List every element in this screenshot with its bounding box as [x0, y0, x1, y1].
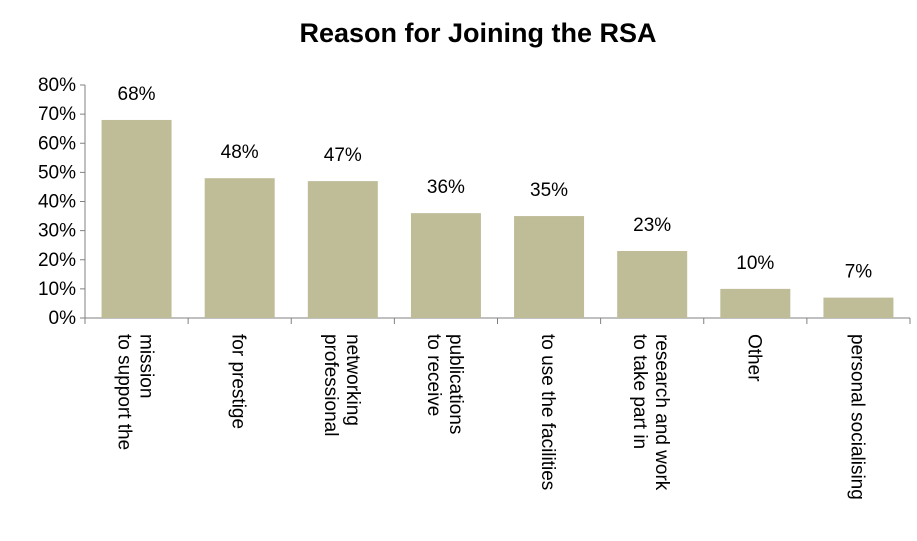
- y-tick-label: 80%: [38, 75, 76, 96]
- bar: [720, 288, 791, 318]
- y-tick-label: 70%: [38, 104, 76, 125]
- y-tick-label: 20%: [38, 250, 76, 271]
- category-label: for prestige: [228, 334, 249, 429]
- data-label: 7%: [845, 262, 873, 283]
- bar: [307, 181, 378, 318]
- category-label: to support the mission: [114, 334, 157, 450]
- category-label-line: research and work: [651, 334, 672, 491]
- category-label: to take part in research and work: [629, 334, 672, 491]
- data-label: 10%: [736, 253, 774, 274]
- category-label-line: networking: [342, 334, 363, 426]
- category-label-line: for prestige: [228, 334, 249, 429]
- y-axis: 0% 10% 20% 30% 40% 50% 60% 70% 80%: [38, 75, 86, 329]
- bar: [617, 251, 688, 318]
- data-label: 35%: [530, 180, 568, 201]
- bar: [101, 119, 172, 318]
- y-tick-label: 50%: [38, 162, 76, 183]
- category-label-line: professional: [320, 334, 341, 436]
- y-tick-label: 0%: [49, 308, 77, 329]
- bars: [101, 119, 894, 318]
- category-labels: to support the mission for prestige profess…: [114, 334, 868, 500]
- x-axis: [84, 317, 911, 324]
- category-label: Other: [743, 334, 764, 382]
- category-label-line: to receive: [423, 334, 444, 416]
- category-label-line: personal socialising: [846, 334, 867, 500]
- chart-title: Reason for Joining the RSA: [299, 18, 656, 48]
- data-label: 36%: [427, 177, 465, 198]
- category-label-line: mission: [136, 334, 157, 398]
- category-label-line: publications: [445, 334, 466, 434]
- bar: [410, 213, 481, 318]
- category-label: to receive publications: [423, 334, 466, 434]
- bar: [823, 297, 894, 318]
- y-tick-label: 30%: [38, 221, 76, 242]
- data-label: 68%: [118, 84, 156, 105]
- data-label: 23%: [633, 215, 671, 236]
- category-label-line: to use the facilities: [537, 334, 558, 490]
- data-label: 47%: [324, 145, 362, 166]
- bar: [204, 178, 275, 318]
- category-label: personal socialising: [846, 334, 867, 500]
- category-label-line: to support the: [114, 334, 135, 450]
- category-label: to use the facilities: [537, 334, 558, 490]
- data-label: 48%: [221, 142, 259, 163]
- y-tick-label: 60%: [38, 133, 76, 154]
- bar: [514, 216, 585, 318]
- category-label-line: to take part in: [629, 334, 650, 449]
- y-tick-label: 10%: [38, 279, 76, 300]
- data-labels: 68% 48% 47% 36% 35% 23% 10% 7%: [118, 84, 873, 283]
- category-label: professional networking: [320, 334, 363, 436]
- category-label-line: Other: [743, 334, 764, 382]
- y-tick-label: 40%: [38, 192, 76, 213]
